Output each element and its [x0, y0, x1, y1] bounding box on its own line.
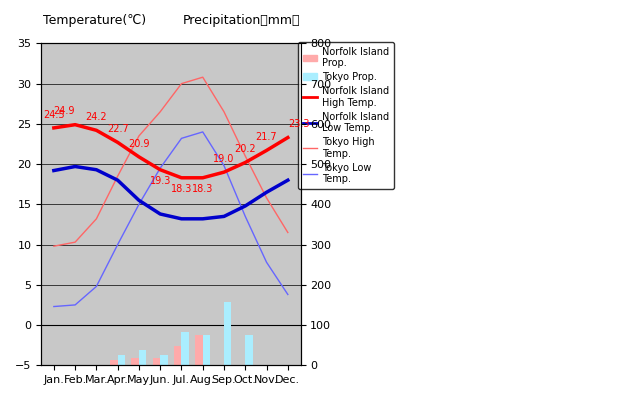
- Bar: [182, 332, 189, 365]
- Bar: [68, 365, 75, 376]
- Bar: [75, 365, 83, 396]
- Text: 20.2: 20.2: [234, 144, 256, 154]
- Text: 19.3: 19.3: [150, 176, 171, 186]
- Text: 22.7: 22.7: [107, 124, 129, 134]
- Bar: [216, 365, 224, 387]
- Bar: [153, 358, 160, 365]
- Bar: [174, 346, 182, 365]
- Text: 21.7: 21.7: [256, 132, 277, 142]
- Text: 19.0: 19.0: [213, 154, 235, 164]
- Bar: [195, 335, 203, 365]
- Bar: [203, 335, 210, 365]
- Bar: [259, 365, 266, 376]
- Bar: [47, 365, 54, 377]
- Bar: [288, 365, 295, 400]
- Bar: [54, 365, 61, 392]
- Text: 24.2: 24.2: [86, 112, 108, 122]
- Text: 24.9: 24.9: [53, 106, 75, 116]
- Bar: [160, 355, 168, 365]
- Bar: [118, 355, 125, 365]
- Text: Temperature(℃): Temperature(℃): [44, 14, 147, 27]
- Text: 20.9: 20.9: [128, 138, 150, 148]
- Bar: [89, 365, 97, 370]
- Bar: [131, 358, 139, 365]
- Bar: [245, 335, 253, 365]
- Bar: [110, 360, 118, 365]
- Bar: [266, 365, 274, 400]
- Text: 23.3: 23.3: [288, 119, 310, 129]
- Legend: Norfolk Island
Prop., Tokyo Prop., Norfolk Island
High Temp., Norfolk Island
Low: Norfolk Island Prop., Tokyo Prop., Norfo…: [298, 42, 394, 189]
- Bar: [139, 350, 147, 365]
- Text: 18.3: 18.3: [171, 184, 192, 194]
- Text: 24.5: 24.5: [43, 110, 65, 120]
- Bar: [224, 302, 232, 365]
- Text: 18.3: 18.3: [192, 184, 213, 194]
- Text: Precipitation（mm）: Precipitation（mm）: [183, 14, 301, 27]
- Bar: [280, 365, 288, 376]
- Bar: [238, 365, 245, 387]
